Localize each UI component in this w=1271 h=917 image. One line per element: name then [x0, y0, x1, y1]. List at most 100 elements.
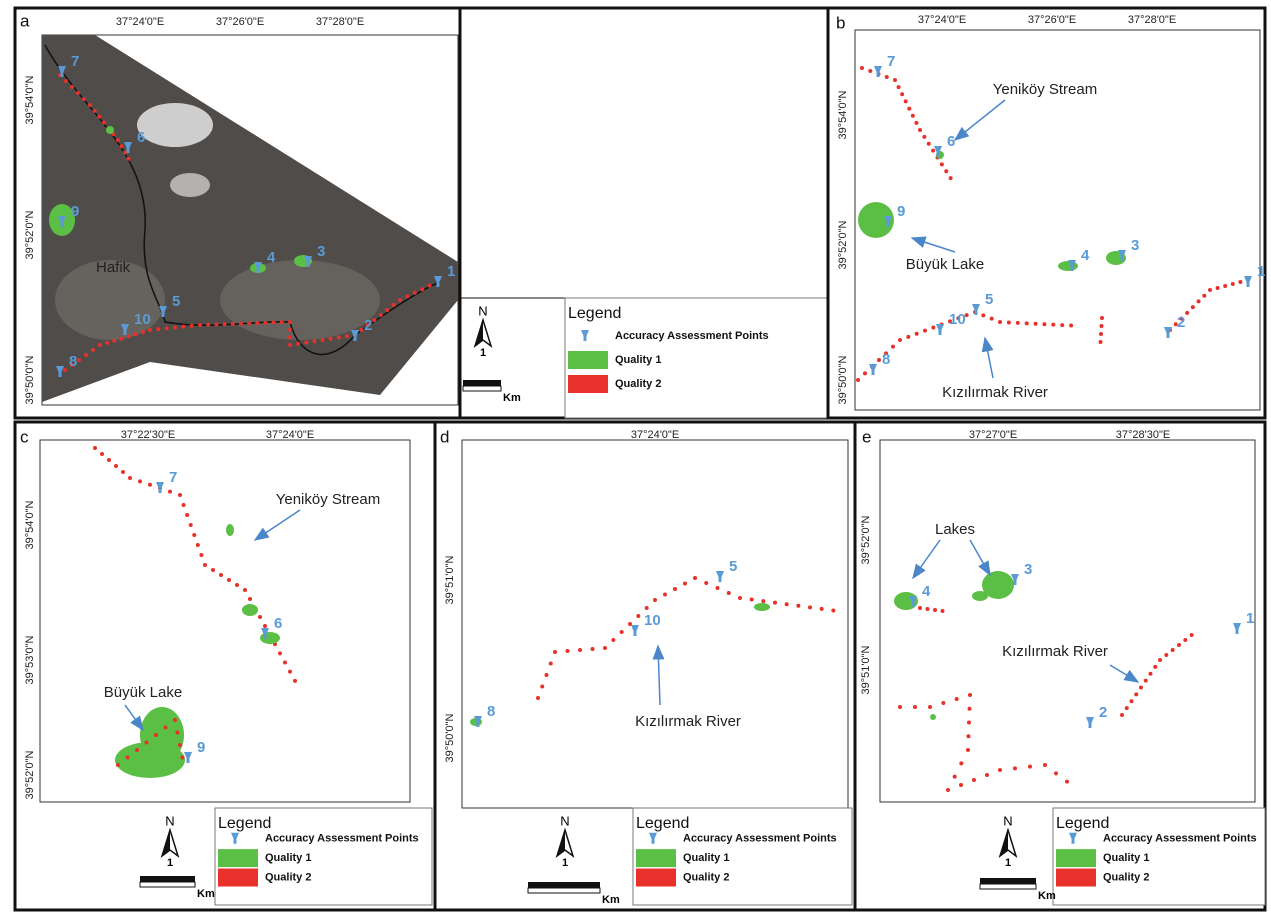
- class-pixel: [278, 651, 282, 655]
- legend-item: Accuracy Assessment Points: [265, 833, 419, 845]
- point-label: 7: [887, 53, 895, 70]
- north-scale: 1: [167, 857, 173, 869]
- class-pixel: [967, 734, 971, 738]
- class-pixel: [738, 596, 742, 600]
- class-pixel: [923, 329, 927, 333]
- legend-item: Quality 1: [683, 852, 729, 864]
- class-pixel: [1190, 633, 1194, 637]
- class-pixel: [405, 294, 409, 298]
- class-pixel: [1054, 771, 1058, 775]
- class-pixel: [536, 696, 540, 700]
- north-scale: 1: [562, 857, 568, 869]
- class-pixel: [949, 176, 953, 180]
- legend-item: Quality 1: [615, 354, 661, 366]
- class-pixel: [1100, 316, 1104, 320]
- legend-swatch: [1056, 869, 1096, 887]
- class-pixel: [385, 308, 389, 312]
- scale-unit: Km: [1038, 890, 1056, 902]
- scale-bar: [140, 876, 195, 882]
- class-pixel: [1223, 284, 1227, 288]
- point-label: 1: [1246, 610, 1254, 627]
- class-pixel: [1134, 692, 1138, 696]
- class-pixel: [1125, 706, 1129, 710]
- scale-unit: Km: [197, 888, 215, 900]
- annotation: Kızılırmak River: [942, 384, 1048, 401]
- class-pixel: [127, 157, 131, 161]
- class-pixel: [97, 115, 101, 119]
- class-pixel: [84, 353, 88, 357]
- class-pixel: [64, 79, 68, 83]
- longitude-label: 37°28'30"E: [1116, 429, 1170, 441]
- latitude-label: 39°52'0"N: [24, 750, 36, 799]
- class-pixel: [926, 607, 930, 611]
- north-label: N: [478, 303, 487, 318]
- class-pixel: [198, 323, 202, 327]
- class-pixel: [785, 602, 789, 606]
- class-pixel: [1208, 288, 1212, 292]
- class-pixel: [192, 533, 196, 537]
- class-pixel: [1139, 686, 1143, 690]
- class-pixel: [885, 75, 889, 79]
- point-label: 6: [137, 129, 145, 146]
- legend-item: Quality 2: [683, 871, 729, 883]
- class-pixel: [345, 334, 349, 338]
- point-label: 9: [197, 739, 205, 756]
- class-pixel: [1007, 320, 1011, 324]
- class-pixel: [1185, 311, 1189, 315]
- class-pixel: [114, 464, 118, 468]
- class-pixel: [940, 162, 944, 166]
- class-pixel: [673, 587, 677, 591]
- class-pixel: [1034, 322, 1038, 326]
- class-pixel: [138, 479, 142, 483]
- class-pixel: [293, 679, 297, 683]
- point-label: 1: [447, 263, 455, 280]
- class-pixel: [1016, 321, 1020, 325]
- quality1-area: [930, 714, 936, 720]
- latitude-label: 39°50'0"N: [444, 713, 456, 762]
- class-pixel: [898, 338, 902, 342]
- class-pixel: [796, 604, 800, 608]
- legend-item: Accuracy Assessment Points: [615, 330, 769, 342]
- class-pixel: [312, 339, 316, 343]
- class-pixel: [258, 615, 262, 619]
- point-label: 10: [134, 311, 151, 328]
- class-pixel: [219, 573, 223, 577]
- class-pixel: [891, 345, 895, 349]
- class-pixel: [911, 114, 915, 118]
- class-pixel: [727, 591, 731, 595]
- class-pixel: [1171, 648, 1175, 652]
- class-pixel: [820, 607, 824, 611]
- annotation: Kızılırmak River: [635, 713, 741, 730]
- class-pixel: [1028, 765, 1032, 769]
- class-pixel: [372, 318, 376, 322]
- class-pixel: [1153, 665, 1157, 669]
- class-pixel: [1238, 280, 1242, 284]
- point-label: 2: [1177, 314, 1185, 331]
- quality1-area: [106, 126, 114, 134]
- class-pixel: [566, 649, 570, 653]
- class-pixel: [231, 322, 235, 326]
- class-pixel: [1060, 323, 1064, 327]
- terrain: [220, 260, 380, 340]
- north-label: N: [1003, 813, 1012, 828]
- class-pixel: [135, 748, 139, 752]
- class-pixel: [966, 748, 970, 752]
- class-pixel: [761, 599, 765, 603]
- class-pixel: [263, 624, 267, 628]
- class-pixel: [93, 446, 97, 450]
- class-pixel: [915, 332, 919, 336]
- point-label: 7: [169, 469, 177, 486]
- longitude-label: 37°24'0"E: [631, 429, 679, 441]
- latitude-label: 39°50'0"N: [24, 355, 36, 404]
- class-pixel: [359, 328, 363, 332]
- cloud: [137, 103, 213, 147]
- annotation: Kızılırmak River: [1002, 643, 1108, 660]
- class-pixel: [283, 661, 287, 665]
- class-pixel: [296, 342, 300, 346]
- class-pixel: [863, 371, 867, 375]
- legend-swatch: [636, 869, 676, 887]
- class-pixel: [1013, 766, 1017, 770]
- class-pixel: [148, 328, 152, 332]
- legend-title: Legend: [568, 305, 621, 322]
- class-pixel: [693, 576, 697, 580]
